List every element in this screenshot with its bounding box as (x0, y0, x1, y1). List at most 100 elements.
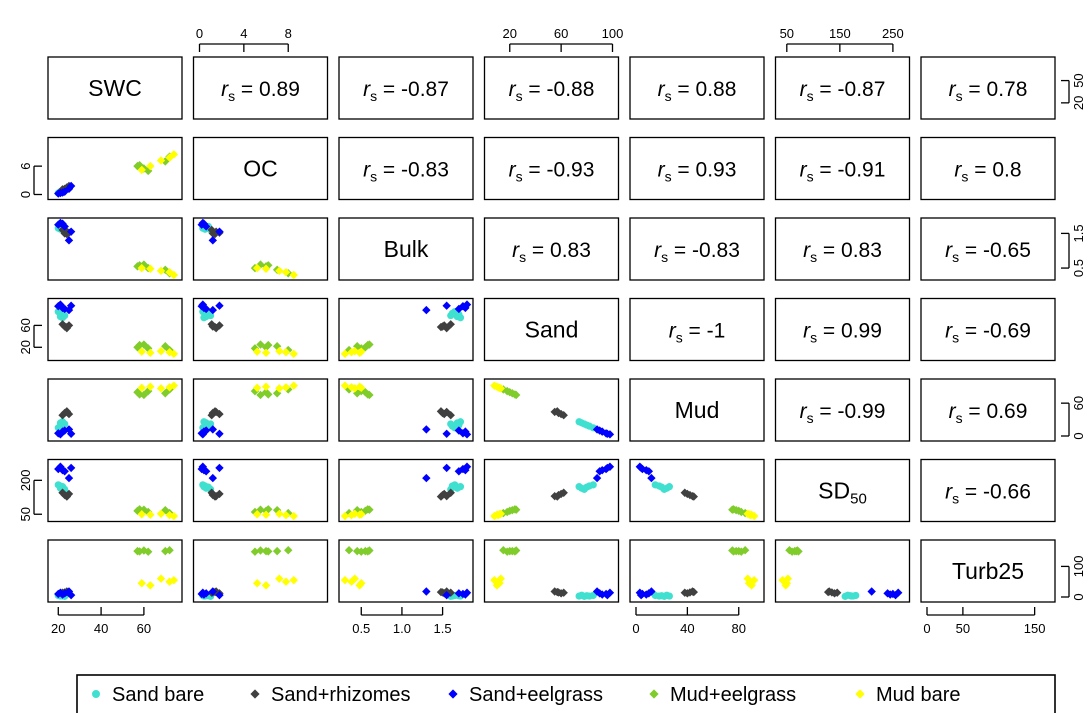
point-16-Turb25-Mud (647, 587, 656, 596)
point-15-Mud-Bulk (454, 426, 464, 435)
point-28-OC-SWC (165, 153, 174, 162)
panel-OC-Turb25 (920, 136, 1056, 201)
point-26-Mud-OC (275, 384, 284, 393)
point-26-Turb25-SWC (156, 574, 166, 583)
point-28-Bulk-OC (281, 268, 291, 277)
correlation-Mud-SD50: rs = -0.99 (800, 400, 886, 426)
point-16-SD50-OC (208, 473, 218, 483)
point-23-Mud-OC (264, 390, 273, 399)
point-28-Mud-SWC (165, 383, 174, 392)
correlation-OC-Mud: rs = 0.93 (658, 159, 737, 185)
tick-label-mud-80: 80 (732, 621, 746, 636)
tick-label-oc-8: 8 (285, 26, 292, 41)
point-10-Mud-SWC (58, 411, 67, 420)
point-27-Sand-Bulk (340, 349, 350, 359)
point-21-SD50-Bulk (353, 505, 362, 515)
point-16-Mud-OC (208, 425, 218, 434)
tick-label-mud-0: 0 (632, 621, 639, 636)
point-21-Turb25-SWC (161, 546, 170, 556)
point-15-SD50-Bulk (454, 467, 464, 476)
point-26-SD50-OC (275, 509, 284, 518)
correlation-Bulk-Turb25: rs = -0.65 (945, 239, 1031, 265)
correlation-Bulk-Mud: rs = -0.83 (654, 239, 740, 265)
point-16-Sand-Bulk (422, 305, 431, 315)
tick-label-left-oc-0: 0 (18, 191, 33, 198)
point-16-Bulk-SWC (64, 236, 74, 245)
point-24-Turb25-SWC (137, 579, 146, 588)
point-21-Bulk-SWC (161, 265, 170, 274)
correlation-SWC-SD50: rs = -0.87 (800, 78, 886, 104)
point-23-Turb25-Sand (510, 547, 520, 556)
point-17-Mud-Bulk (442, 429, 451, 439)
point-20-Turb25-SWC (143, 547, 153, 556)
point-16-SD50-Sand (592, 473, 602, 483)
point-28-Turb25-Mud (746, 577, 755, 586)
legend-label-sand-eelgrass: Sand+eelgrass (469, 684, 603, 706)
point-17-Sand-SWC (66, 301, 76, 310)
point-16-Turb25-SWC (64, 587, 74, 596)
point-22-Turb25-Mud (740, 546, 750, 555)
point-21-OC-SWC (161, 157, 170, 166)
point-28-Mud-Bulk (347, 383, 356, 392)
tick-label-left-sand-20: 20 (18, 340, 33, 354)
point-25-Sand-OC (261, 348, 271, 357)
point-24-Bulk-SWC (137, 263, 146, 273)
point-27-Turb25-Sand (490, 575, 499, 585)
point-27-SD50-SWC (169, 511, 179, 521)
point-13-Sand-SWC (56, 300, 65, 309)
point-6-Sand-Bulk (456, 314, 465, 322)
point-16-SD50-Mud (647, 473, 656, 483)
diagonal-label-turb25: Turb25 (952, 558, 1024, 584)
legend-label-mud-bare: Mud bare (876, 684, 961, 706)
point-16-Turb25-Bulk (422, 587, 431, 596)
point-23-Sand-OC (264, 340, 273, 350)
point-25-Turb25-SWC (146, 581, 155, 590)
panel-SWC-Bulk (338, 56, 474, 120)
legend-label-sand-rhizomes: Sand+rhizomes (271, 684, 411, 706)
point-11-Turb25-Mud (689, 587, 698, 597)
point-28-Sand-Bulk (347, 348, 356, 357)
correlation-Sand-Mud: rs = -1 (669, 320, 726, 346)
tick-label-sd50-250: 250 (882, 26, 904, 41)
point-22-Turb25-Bulk (344, 546, 354, 555)
point-28-Turb25-SWC (165, 577, 174, 586)
point-15-Sand-Bulk (454, 304, 464, 314)
panel-Mud-SD50 (774, 378, 911, 442)
panel-Sand-Mud (629, 297, 765, 362)
point-23-Turb25-SWC (135, 547, 144, 556)
point-27-Mud-OC (289, 381, 298, 390)
point-15-Turb25-Mud (644, 589, 654, 598)
point-17-Sand-Bulk (442, 301, 451, 310)
point-21-Turb25-Bulk (353, 546, 362, 556)
point-6-Mud-OC (200, 418, 208, 426)
point-6-SD50-OC (200, 483, 208, 491)
point-16-SD50-Bulk (422, 473, 431, 483)
tick-label-turb25-150: 150 (1024, 621, 1046, 636)
point-28-SD50-OC (281, 510, 291, 520)
point-24-Sand-SWC (137, 347, 146, 356)
point-26-Sand-OC (275, 346, 284, 356)
point-6-SD50-SWC (58, 483, 67, 491)
point-20-Turb25-Bulk (357, 547, 366, 556)
point-6-SD50-Mud (665, 483, 673, 491)
point-27-OC-SWC (169, 150, 179, 159)
correlation-OC-Turb25: rs = 0.8 (954, 159, 1021, 185)
point-25-OC-SWC (146, 161, 155, 171)
diagonal-label-sand: Sand (525, 317, 579, 343)
tick-label-turb25-0: 0 (923, 621, 930, 636)
point-26-Bulk-OC (275, 266, 284, 276)
tick-label-right-bulk-0.5: 0.5 (1071, 259, 1086, 277)
point-19-Mud-OC (256, 390, 265, 400)
diagonal-label-sd50: SD50 (818, 478, 867, 508)
point-24-Mud-OC (252, 383, 262, 393)
tick-label-swc-40: 40 (94, 621, 108, 636)
point-23-Turb25-SD50 (794, 547, 803, 556)
point-22-Turb25-OC (284, 546, 293, 555)
point-17-Mud-Sand (603, 429, 612, 439)
point-26-Mud-SWC (156, 384, 166, 393)
tick-label-left-sd50-200: 200 (18, 469, 33, 491)
point-10-Mud-Sand (559, 411, 568, 420)
point-26-Turb25-Sand (496, 574, 505, 583)
point-9-Turb25-Bulk (440, 589, 449, 598)
